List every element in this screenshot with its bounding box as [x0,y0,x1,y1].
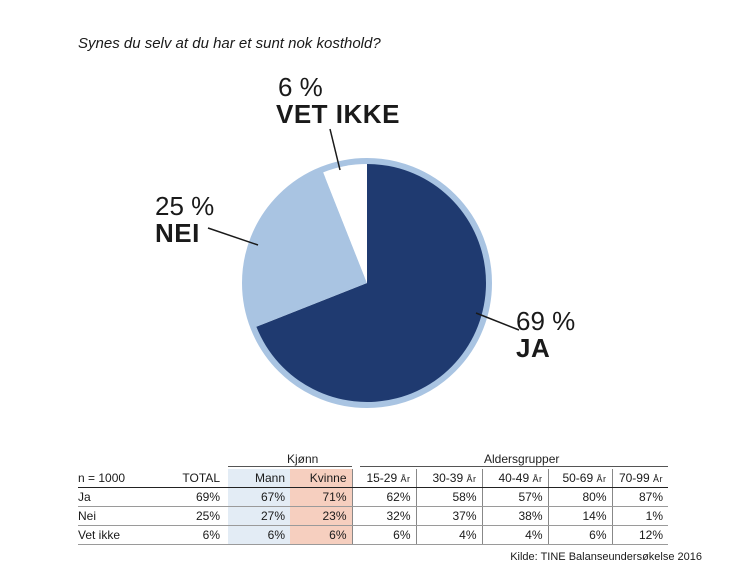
group-underline-gender [228,466,352,467]
cell-total: 6% [166,525,228,545]
leader-line-ja [475,312,520,331]
leader-line-nei [207,227,259,246]
pie-slice-vet-ikke [323,164,367,283]
survey-table: n = 1000 TOTAL Mann Kvinne 15-29 År 30-3… [78,469,668,545]
group-underline-age [360,466,668,467]
cell-total: 69% [166,487,228,507]
row-label: Nei [78,506,166,526]
header-age-40-49: 40-49 År [481,469,548,488]
slice-label-ja: 69 % JA [516,308,575,362]
cell-age: 57% [481,487,548,507]
slice-category-ja: JA [516,333,551,363]
table-header-row: n = 1000 TOTAL Mann Kvinne 15-29 År 30-3… [78,469,668,488]
table-row: Ja 69% 67% 71% 62% 58% 57% 80% 87% [78,487,668,507]
cell-kvinne: 71% [290,487,352,507]
cell-age: 1% [611,506,668,526]
cell-age: 12% [611,525,668,545]
slice-category-vet-ikke: VET IKKE [276,99,400,129]
leader-line-vet-ikke [329,128,341,171]
slice-category-nei: NEI [155,218,200,248]
source-note: Kilde: TINE Balanseundersøkelse 2016 [510,551,702,563]
table-row: Vet ikke 6% 6% 6% 6% 4% 4% 6% 12% [78,525,668,545]
cell-kvinne: 23% [290,506,352,526]
chart-title: Synes du selv at du har et sunt nok kost… [78,35,381,52]
pie-slice-ja [256,164,487,402]
cell-mann: 27% [228,506,290,526]
header-age-70-99: 70-99 År [611,469,668,488]
header-age-50-69: 50-69 År [547,469,612,488]
header-kvinne: Kvinne [290,469,352,488]
cell-age: 80% [547,487,612,507]
cell-kvinne: 6% [290,525,352,545]
header-age-30-39: 30-39 År [415,469,482,488]
cell-age: 38% [481,506,548,526]
cell-total: 25% [166,506,228,526]
slice-label-nei: 25 % NEI [155,193,214,247]
group-header-gender: Kjønn [287,452,319,466]
row-label: Vet ikke [78,525,166,545]
cell-age: 4% [415,525,482,545]
cell-mann: 6% [228,525,290,545]
slice-value-ja: 69 % [516,306,576,336]
cell-age: 37% [415,506,482,526]
header-mann: Mann [228,469,290,488]
cell-mann: 67% [228,487,290,507]
slice-value-nei: 25 % [155,191,215,221]
cell-age: 32% [351,506,416,526]
cell-age: 58% [415,487,482,507]
slice-label-vet-ikke: 6 % VET IKKE [276,74,400,128]
table-row: Nei 25% 27% 23% 32% 37% 38% 14% 1% [78,506,668,526]
cell-age: 6% [547,525,612,545]
slice-value-vet-ikke: 6 % [278,72,323,102]
cell-age: 62% [351,487,416,507]
cell-age: 87% [611,487,668,507]
cell-age: 4% [481,525,548,545]
pie-slice-nei [248,172,367,327]
group-header-age: Aldersgrupper [484,452,560,466]
cell-age: 6% [351,525,416,545]
header-age-15-29: 15-29 År [351,469,416,488]
row-label: Ja [78,487,166,507]
pie-chart [207,128,520,408]
header-n: n = 1000 [78,469,166,488]
header-total: TOTAL [166,469,228,488]
cell-age: 14% [547,506,612,526]
